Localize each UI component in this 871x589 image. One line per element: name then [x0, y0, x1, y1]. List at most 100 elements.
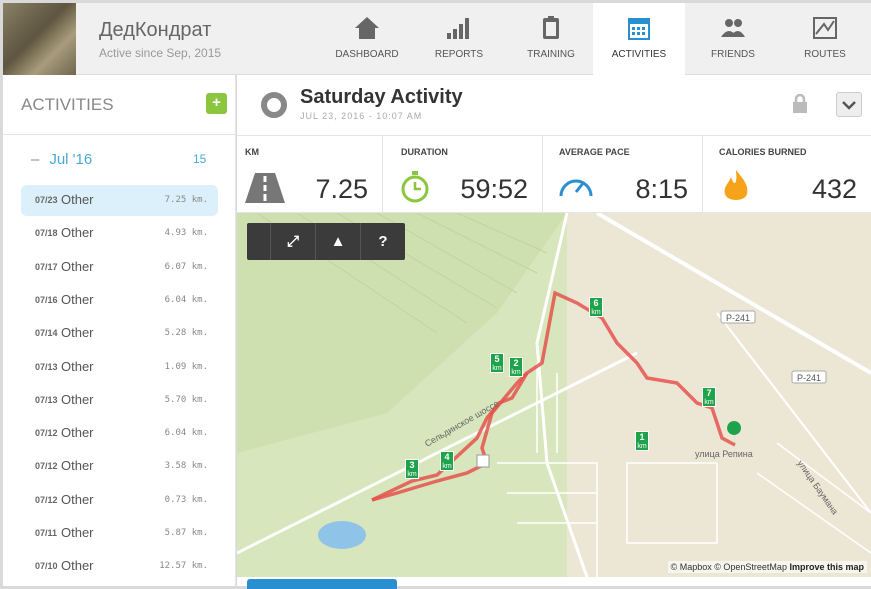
active-since: Active since Sep, 2015 — [99, 46, 222, 60]
fullscreen-button[interactable]: ⤢ — [270, 223, 315, 260]
km-marker[interactable]: 5 km — [490, 353, 504, 373]
chevron-down-icon — [842, 101, 856, 110]
km-marker[interactable]: 7 km — [702, 387, 716, 407]
activity-distance: 6.04 km. — [164, 428, 208, 439]
help-button[interactable]: ? — [360, 223, 405, 260]
road-label: P-241 — [797, 373, 821, 383]
activity-type: Other — [61, 525, 94, 540]
road-label: P-241 — [726, 313, 750, 323]
activity-distance: 6.04 km. — [164, 294, 208, 305]
activity-date: 07/17 — [35, 261, 58, 272]
km-marker[interactable]: 3 km — [405, 459, 419, 479]
activity-list-item[interactable]: 07/13 Other 5.70 km. — [21, 385, 218, 416]
activity-distance: 5.28 km. — [164, 328, 208, 339]
avatar[interactable] — [3, 3, 76, 75]
nav-dashboard[interactable]: DASHBOARD — [321, 3, 413, 75]
activity-tab-button[interactable] — [247, 579, 397, 589]
activity-date: 07/16 — [35, 294, 58, 305]
activity-type: Other — [61, 458, 94, 474]
month-count: 15 — [193, 152, 207, 166]
map-tool-blank — [247, 223, 270, 260]
activity-date: 07/12 — [35, 428, 58, 439]
activity-distance: 5.87 km. — [164, 528, 208, 538]
speedometer-icon — [559, 179, 593, 197]
activity-list-item[interactable]: 07/23 Other 7.25 km. — [21, 185, 218, 216]
km-marker[interactable]: 6 km — [589, 297, 603, 317]
nav-training[interactable]: TRAINING — [505, 3, 597, 75]
activity-date: 07/13 — [35, 361, 58, 372]
nav-reports[interactable]: REPORTS — [413, 3, 505, 75]
flame-icon — [724, 170, 748, 200]
sidebar-title: ACTIVITIES — [21, 95, 114, 114]
activity-type: Other — [61, 491, 94, 507]
activity-distance: 4.93 km. — [164, 228, 208, 239]
activity-date: 07/18 — [35, 228, 58, 239]
activity-list-item[interactable]: 07/13 Other 1.09 km. — [21, 352, 218, 383]
activity-type: Other — [61, 358, 94, 374]
stopwatch-icon — [401, 171, 429, 203]
clipboard-icon — [543, 16, 559, 39]
activity-distance: 12.57 km. — [159, 561, 208, 572]
username: ДедКондрат — [99, 19, 212, 41]
activity-list-item[interactable]: 07/14 Other 5.28 km. — [21, 318, 218, 349]
stats-bar: KM 7.25 DURATION 59:52 AVERAGE PACE 8:15… — [237, 135, 871, 214]
activity-detail: Saturday Activity JUL 23, 2016 - 10:07 A… — [237, 75, 871, 589]
activity-distance: 3.58 km. — [164, 461, 208, 472]
divider — [3, 134, 236, 135]
activity-list-item[interactable]: 07/12 Other 0.73 km. — [21, 485, 218, 516]
terrain-button[interactable]: ▲ — [315, 223, 360, 260]
activity-list-item[interactable]: 07/18 Other 4.93 km. — [21, 218, 218, 249]
end-pin-icon[interactable] — [727, 421, 742, 453]
month-group-toggle[interactable]: – Jul '16 — [31, 151, 93, 168]
activity-list-item[interactable]: 07/11 Other 5.87 km. — [21, 518, 218, 549]
header: ДедКондрат Active since Sep, 2015 DASHBO… — [3, 3, 871, 75]
activity-date: 07/12 — [35, 461, 58, 472]
activity-distance: 7.25 km. — [164, 195, 208, 205]
activity-type-icon — [261, 92, 287, 118]
home-icon — [355, 17, 379, 39]
activity-list-item[interactable]: 07/10 Other 12.57 km. — [21, 551, 218, 582]
km-marker[interactable]: 2 km — [509, 357, 523, 377]
route-map[interactable]: P-241 P-241 улица Репина улица Баумана С… — [237, 213, 871, 577]
activity-date: 07/11 — [35, 528, 58, 538]
add-activity-button[interactable]: + — [206, 93, 227, 114]
activity-distance: 6.07 km. — [164, 261, 208, 272]
activity-type: Other — [61, 425, 94, 441]
map-attribution: © Mapbox © OpenStreetMap Improve this ma… — [667, 561, 867, 573]
activity-list-item[interactable]: 07/12 Other 3.58 km. — [21, 451, 218, 482]
activity-list-item[interactable]: 07/16 Other 6.04 km. — [21, 285, 218, 316]
nav-routes[interactable]: ROUTES — [779, 3, 871, 75]
activity-date: 07/13 — [35, 394, 58, 405]
photo-icon[interactable] — [476, 454, 490, 468]
activity-list-item[interactable]: 07/17 Other 6.07 km. — [21, 252, 218, 283]
calendar-icon — [628, 18, 650, 40]
nav-friends[interactable]: FRIENDS — [687, 3, 779, 75]
stat-average-pace: AVERAGE PACE 8:15 — [543, 136, 703, 214]
options-dropdown-button[interactable] — [836, 92, 862, 117]
friends-icon — [721, 19, 745, 37]
activity-date: 07/12 — [35, 494, 58, 505]
activity-date: 07/10 — [35, 561, 58, 572]
activity-distance: 1.09 km. — [164, 361, 208, 372]
km-marker[interactable]: 1 km — [635, 431, 649, 451]
activities-sidebar: ACTIVITIES + – Jul '16 15 07/23 Other 7.25 … — [3, 75, 236, 586]
route-map-icon — [813, 17, 837, 39]
activity-type: Other — [61, 325, 94, 341]
activity-date: 07/23 — [35, 195, 58, 205]
km-marker[interactable]: 4 km — [440, 451, 454, 471]
activity-distance: 0.73 km. — [164, 494, 208, 505]
nav-activities[interactable]: ACTIVITIES — [593, 3, 685, 75]
activity-list-item[interactable]: 07/12 Other 6.04 km. — [21, 418, 218, 449]
lock-icon[interactable] — [792, 94, 808, 114]
map-toolbar: ⤢ ▲ ? — [247, 223, 405, 260]
activity-distance: 5.70 km. — [164, 394, 208, 405]
stat-calories: CALORIES BURNED 432 — [719, 147, 857, 204]
activity-type: Other — [61, 258, 94, 274]
activity-type: Other — [61, 558, 94, 574]
stat-km: KM 7.25 — [237, 136, 383, 214]
improve-map-link[interactable]: Improve this map — [789, 562, 864, 572]
map-tiles: P-241 P-241 улица Репина улица Баумана С… — [237, 213, 871, 577]
street-label: улица Репина — [695, 449, 753, 459]
activity-type: Other — [61, 291, 94, 307]
activity-type: Other — [61, 225, 94, 241]
